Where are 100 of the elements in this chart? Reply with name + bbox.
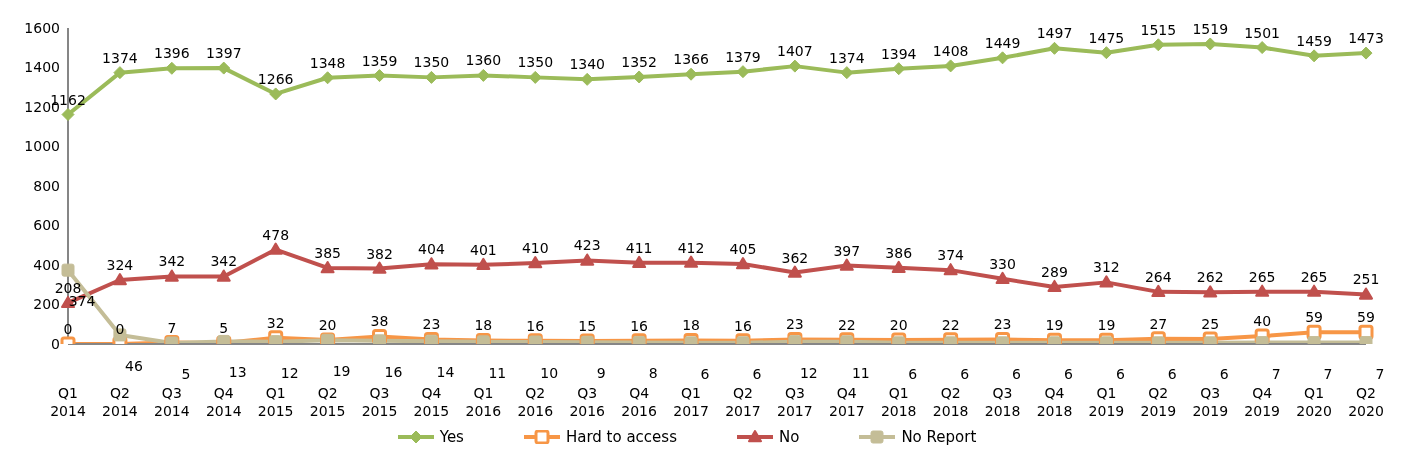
data-label: 208 [54,279,82,296]
data-label: 7 [167,319,177,336]
x-tick-label: Q2 2019 [1140,385,1177,419]
data-label: 330 [989,255,1016,272]
x-tick-label: Q3 2018 [984,385,1021,419]
data-label: 423 [573,237,601,254]
x-tick-label: Q2 2016 [517,385,554,419]
x-tick-label: Q4 2015 [413,385,450,419]
data-label: 12 [799,364,818,381]
data-label: 342 [210,253,238,270]
x-tick-label: Q2 2020 [1348,385,1384,419]
data-label: 5 [181,366,191,383]
data-label: 1394 [880,45,917,62]
legend-label: Hard to access [565,428,677,446]
data-label: 6 [1167,365,1177,382]
x-tick-label: Q2 2015 [309,385,346,419]
legend-label: Yes [439,428,464,446]
data-label: 404 [418,241,445,258]
data-label: 18 [474,317,493,334]
data-label: 22 [837,316,856,333]
data-label: 265 [1300,268,1328,285]
data-label: 25 [1201,316,1220,333]
x-tick-label: Q2 2018 [932,385,969,419]
data-label: 1350 [517,54,554,71]
data-label: 59 [1357,309,1375,326]
data-label: 32 [266,314,285,331]
data-label: 8 [648,365,658,382]
data-label: 1501 [1244,24,1280,41]
x-tick-label: Q3 2016 [569,385,606,419]
data-label: 324 [106,257,134,274]
y-tick-label: 200 [33,296,60,313]
data-label: 1348 [309,54,346,71]
x-tick-label: Q3 2014 [154,385,190,419]
data-label: 1374 [828,49,865,66]
data-label: 1408 [932,42,969,59]
data-label: 262 [1196,269,1224,286]
data-label: 1266 [257,70,294,87]
x-tick-label: Q1 2020 [1296,385,1332,419]
x-tick-label: Q1 2015 [257,385,294,419]
data-label: 23 [993,316,1012,333]
x-tick-label: Q3 2017 [777,385,813,419]
data-label: 19 [332,363,351,380]
data-label: 27 [1149,315,1168,332]
data-label: 1449 [984,34,1021,51]
data-label: 16 [384,363,403,380]
x-tick-label: Q4 2019 [1244,385,1280,419]
data-label: 20 [318,317,337,334]
y-tick-label: 800 [33,177,60,194]
y-tick-label: 600 [33,217,60,234]
data-label: 6 [1115,365,1125,382]
data-label: 0 [63,321,73,337]
data-label: 1360 [465,52,502,69]
data-label: 289 [1041,263,1068,280]
data-label: 1379 [725,48,761,65]
data-label: 1475 [1088,29,1125,46]
data-label: 312 [1093,259,1120,276]
data-label: 1473 [1348,30,1384,47]
data-label: 1407 [777,43,813,60]
data-label: 1397 [205,45,242,62]
data-label: 23 [422,316,441,333]
x-tick-label: Q1 2014 [50,385,86,419]
data-label: 59 [1305,309,1323,326]
data-label: 264 [1144,268,1172,285]
y-tick-label: 0 [51,335,60,352]
data-label: 411 [625,239,653,256]
data-label: 6 [1064,365,1074,382]
data-label: 1352 [621,53,657,70]
data-label: 397 [833,242,861,259]
x-tick-label: Q1 2018 [880,385,917,419]
x-tick-label: Q3 2015 [361,385,398,419]
data-label: 5 [219,320,229,337]
data-label: 342 [158,253,186,270]
data-label: 1366 [673,51,709,68]
data-label: 16 [526,317,545,334]
x-tick-label: Q4 2016 [621,385,658,419]
data-label: 10 [540,365,559,382]
x-tick-label: Q2 2017 [725,385,761,419]
legend-label: No [778,428,800,446]
data-label: 362 [781,249,809,266]
data-label: 7 [1323,365,1333,382]
data-label: 18 [682,317,700,334]
data-label: 6 [1219,365,1229,382]
y-tick-label: 1600 [24,19,60,36]
data-label: 16 [734,317,752,334]
data-label: 1519 [1192,21,1229,37]
x-tick-label: Q1 2019 [1088,385,1125,419]
data-label: 6 [700,365,710,382]
x-tick-label: Q4 2014 [205,385,242,419]
data-label: 11 [851,364,870,381]
data-label: 19 [1045,317,1064,334]
data-label: 374 [937,247,965,264]
data-label: 410 [521,240,549,257]
x-tick-label: Q4 2018 [1036,385,1073,419]
data-label: 22 [941,316,960,333]
data-label: 11 [488,364,507,381]
data-label: 7 [1375,365,1385,382]
data-label: 478 [262,226,290,243]
data-label: 1374 [102,49,138,66]
data-label: 1459 [1296,32,1332,49]
data-label: 6 [908,365,918,382]
